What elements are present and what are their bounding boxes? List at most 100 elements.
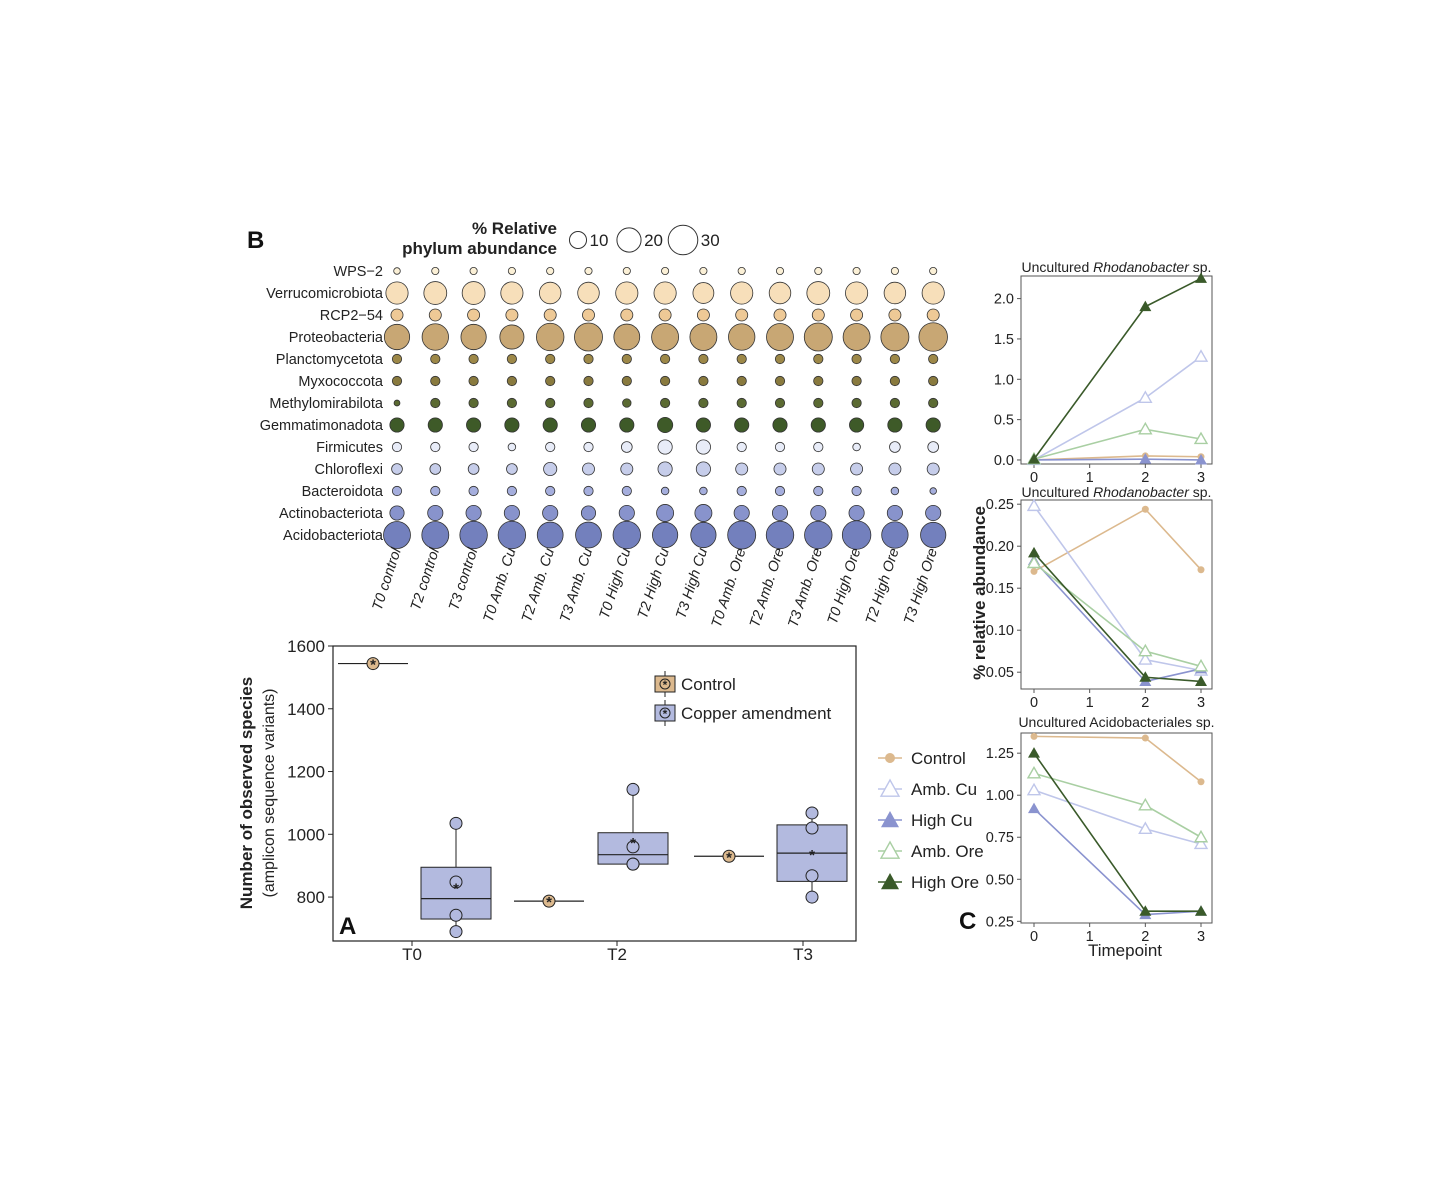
mean-marker: * [546,894,552,911]
data-point-amb-cu [1193,836,1209,850]
bubble-point [730,281,754,305]
bubble-point [813,485,824,497]
bubble-point [507,266,516,276]
y-tick-label: 1.25 [986,746,1014,762]
y-tick-label: 0.25 [986,914,1014,930]
x-tick-label: 0 [1030,695,1038,711]
bubble-point [851,397,862,409]
x-tick-label: 3 [1197,929,1205,945]
bubble-point [660,486,670,496]
bubble-point [621,485,632,497]
bubble-size-legend-label: 10 [590,231,609,250]
bubble-point [929,266,938,276]
bubble-point [811,308,825,322]
legend-mean-marker: * [663,678,668,692]
legend-label: High Ore [911,873,979,892]
bubble-point [543,461,558,477]
bubble-point [423,281,448,305]
bubble-point [465,504,482,522]
bubble-point [773,462,787,476]
y-tick-label: 1.5 [994,332,1014,348]
bubble-point [695,417,711,433]
bubble-point [383,323,411,351]
bubble-point [536,322,565,352]
bubble-point [391,441,403,453]
bubble-point [774,375,786,387]
sample-label: T0 Amb. Cu [481,546,520,624]
data-point-control [1197,566,1205,574]
data-point-amb-ore [1138,797,1153,811]
phylum-label: Chloroflexi [315,462,384,478]
bubble-point [545,353,556,365]
subplot-title: Uncultured Rhodanobacter sp. [1022,259,1212,275]
bubble-point [925,504,942,522]
bubble-point [503,504,520,522]
y-tick-label: 0.10 [986,623,1014,639]
data-point-amb-ore [1026,765,1042,779]
mean-marker: * [453,881,459,898]
phylum-label: Acidobacteriota [283,528,384,544]
bubble-point [727,520,757,550]
bubble-point [699,266,708,276]
bubble-point [536,521,564,549]
data-point [449,925,463,939]
bubble-point [620,308,634,322]
y-tick-label: 1400 [287,700,325,719]
bubble-point [507,442,517,452]
legend-marker [881,811,899,828]
bubble-point [775,266,785,276]
bubble-point [468,375,479,387]
bubble-point [545,441,556,453]
bubble-point [389,417,405,433]
bubble-point [728,323,756,351]
bubble-point [772,417,788,433]
y-tick-label: 0.15 [986,581,1014,597]
data-point-amb-cu [1026,782,1042,796]
bubble-point [695,461,711,477]
series-line-amb-ore [1033,772,1202,838]
bubble-point [500,281,524,305]
bubble-point [773,308,787,322]
data-point-amb-cu [1193,349,1209,362]
x-tick-label: T2 [607,945,627,964]
bubble-point [428,308,442,322]
bubble-point [621,353,632,365]
bubble-point [774,353,786,365]
bubble-point [889,353,900,365]
data-point-high-ore [1028,453,1040,464]
bubble-point [810,504,827,522]
legend-marker [879,840,901,859]
legend-marker [881,873,899,890]
bubble-point [848,504,865,522]
bubble-point [583,485,594,497]
bubble-point [927,441,939,453]
legend-label: Control [681,675,736,694]
bubble-point [542,417,558,433]
panel-label-a: A [339,913,356,940]
data-point-control [1030,567,1038,575]
bubble-point [660,353,671,365]
legend-label: Amb. Cu [911,780,977,799]
bubble-point [620,462,634,476]
subplot-frame [1020,275,1213,465]
bubble-point [928,375,939,387]
bubble-point [546,266,555,276]
y-tick-label: 0.50 [986,872,1014,888]
bubble-point [925,417,941,433]
subplot-title: Uncultured Acidobacteriales sp. [1018,714,1214,730]
bubble-point [506,375,517,387]
bubble-point [768,281,792,305]
bubble-point [888,308,902,322]
bubble-point [774,441,786,453]
phylum-label: Firmicutes [316,440,383,456]
bubble-point [736,441,747,453]
data-point-amb-cu [1138,652,1153,665]
data-point [805,869,819,883]
bubble-point [505,308,519,322]
y-tick-label: 1000 [287,825,325,844]
x-tick-label: 1 [1086,470,1094,486]
bubble-point [926,308,940,322]
bubble-point [803,322,833,352]
data-point-high-ore [1139,671,1152,682]
mean-marker: * [630,835,636,852]
